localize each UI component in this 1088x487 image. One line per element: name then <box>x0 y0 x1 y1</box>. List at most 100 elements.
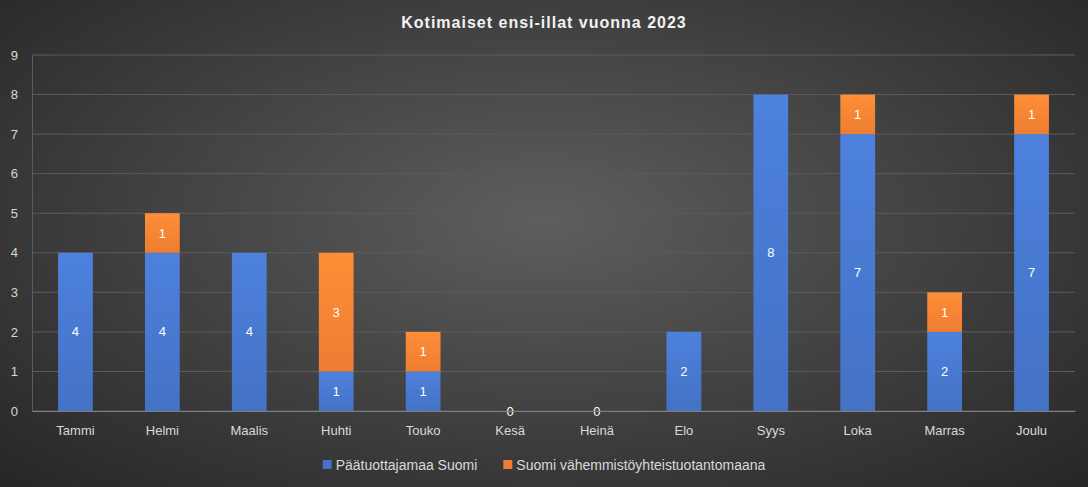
grid-line <box>32 213 1075 214</box>
data-label: 1 <box>854 107 861 122</box>
legend-item: Päätuottajamaa Suomi <box>323 457 478 473</box>
data-label: 4 <box>246 324 253 339</box>
bar-segment <box>927 332 962 411</box>
grid-line <box>32 292 1075 293</box>
bar-segment <box>232 253 267 411</box>
legend-swatch <box>323 460 332 469</box>
chart-title: Kotimaiset ensi-illat vuonna 2023 <box>401 14 687 31</box>
data-label: 7 <box>1028 265 1035 280</box>
legend-label: Päätuottajamaa Suomi <box>336 457 478 473</box>
x-tick: Maalis <box>231 411 269 438</box>
x-tick-label: Huhti <box>321 423 351 438</box>
x-tick-label: Kesä <box>495 423 525 438</box>
x-tick: Helmi <box>146 411 179 438</box>
grid-line <box>32 134 1075 135</box>
x-tick-label: Marras <box>924 423 965 438</box>
bar-segment <box>406 332 441 372</box>
y-tick-label: 9 <box>11 48 18 63</box>
y-tick-label: 8 <box>11 87 18 102</box>
grid-line <box>32 94 1075 95</box>
y-tick-label: 4 <box>11 245 18 260</box>
data-label: 3 <box>333 305 340 320</box>
x-axis: Tammi Helmi Maalis Huhti Touko Kesä Heinä Elo Sy… <box>33 411 1076 438</box>
grid-line <box>32 371 1075 372</box>
data-label: 1 <box>420 384 427 399</box>
legend-item: Suomi vähemmistöyhteistuotantomaana <box>503 457 765 473</box>
bar-segment <box>406 371 441 411</box>
grid <box>32 55 1075 411</box>
y-axis: 0 1 2 3 4 5 6 7 8 9 <box>11 48 33 419</box>
chart-svg: Kotimaiset ensi-illat vuonna 2023 0 1 2 3 4 5 6… <box>0 0 1088 487</box>
data-label: 7 <box>854 265 861 280</box>
y-tick-label: 6 <box>11 166 18 181</box>
data-label: 1 <box>941 305 948 320</box>
grid-line <box>32 331 1075 332</box>
y-tick: 5 <box>11 206 32 221</box>
data-label: 1 <box>333 384 340 399</box>
bar-segment <box>319 371 354 411</box>
y-tick: 3 <box>11 285 32 300</box>
data-label: 8 <box>767 245 774 260</box>
grid-line <box>32 252 1075 253</box>
y-tick: 8 <box>11 87 32 102</box>
x-tick: Joulu <box>1016 411 1047 438</box>
y-tick: 0 <box>11 404 32 419</box>
y-tick: 9 <box>11 48 32 63</box>
legend-label: Suomi vähemmistöyhteistuotantomaana <box>516 457 765 473</box>
y-tick-label: 3 <box>11 285 18 300</box>
y-tick-label: 5 <box>11 206 18 221</box>
y-tick: 2 <box>11 325 32 340</box>
x-tick: Elo <box>674 411 693 438</box>
x-tick: Huhti <box>321 411 351 438</box>
x-tick-label: Maalis <box>231 423 269 438</box>
data-label: 2 <box>941 364 948 379</box>
x-tick-label: Joulu <box>1016 423 1047 438</box>
grid-line <box>32 411 1075 412</box>
bar-segment <box>319 253 354 372</box>
x-tick: Kesä <box>495 411 525 438</box>
bar-segment <box>666 332 701 411</box>
x-tick-label: Touko <box>406 423 441 438</box>
y-tick: 6 <box>11 166 32 181</box>
x-tick-label: Tammi <box>56 423 94 438</box>
bar-segment <box>145 213 180 253</box>
plot-area: 0123456789444110028727131111TammiHelmiMa… <box>11 48 1076 439</box>
bar-segment <box>927 292 962 332</box>
data-label: 1 <box>420 344 427 359</box>
x-tick-label: Helmi <box>146 423 179 438</box>
y-tick-label: 7 <box>11 127 18 142</box>
data-labels: 444110028727131111 <box>72 107 1035 419</box>
x-tick-label: Loka <box>844 423 873 438</box>
x-tick: Tammi <box>56 411 94 438</box>
y-axis-line <box>32 56 33 412</box>
bar-segment <box>1014 134 1049 411</box>
x-tick: Touko <box>406 411 441 438</box>
grid-line <box>32 55 1075 56</box>
x-axis-line <box>33 411 1076 412</box>
x-tick: Marras <box>924 411 965 438</box>
x-tick-label: Syys <box>757 423 786 438</box>
y-tick: 7 <box>11 127 32 142</box>
bar-segment <box>58 253 93 411</box>
bar-segment <box>840 95 875 135</box>
bars <box>58 95 1049 411</box>
x-tick: Loka <box>844 411 873 438</box>
y-tick-label: 1 <box>11 364 18 379</box>
bar-segment <box>1014 95 1049 135</box>
bar-segment <box>840 134 875 411</box>
y-tick: 1 <box>11 364 32 379</box>
y-tick: 4 <box>11 245 32 260</box>
data-label: 1 <box>1028 107 1035 122</box>
data-label: 2 <box>680 364 687 379</box>
x-tick: Syys <box>757 411 786 438</box>
data-label: 4 <box>159 324 166 339</box>
x-tick: Heinä <box>580 411 615 438</box>
data-label: 1 <box>159 226 166 241</box>
x-tick-label: Elo <box>674 423 693 438</box>
x-tick-label: Heinä <box>580 423 615 438</box>
bar-segment <box>145 253 180 411</box>
grid-line <box>32 173 1075 174</box>
bar-segment <box>753 95 788 411</box>
legend-swatch <box>503 460 512 469</box>
data-label: 4 <box>72 324 79 339</box>
